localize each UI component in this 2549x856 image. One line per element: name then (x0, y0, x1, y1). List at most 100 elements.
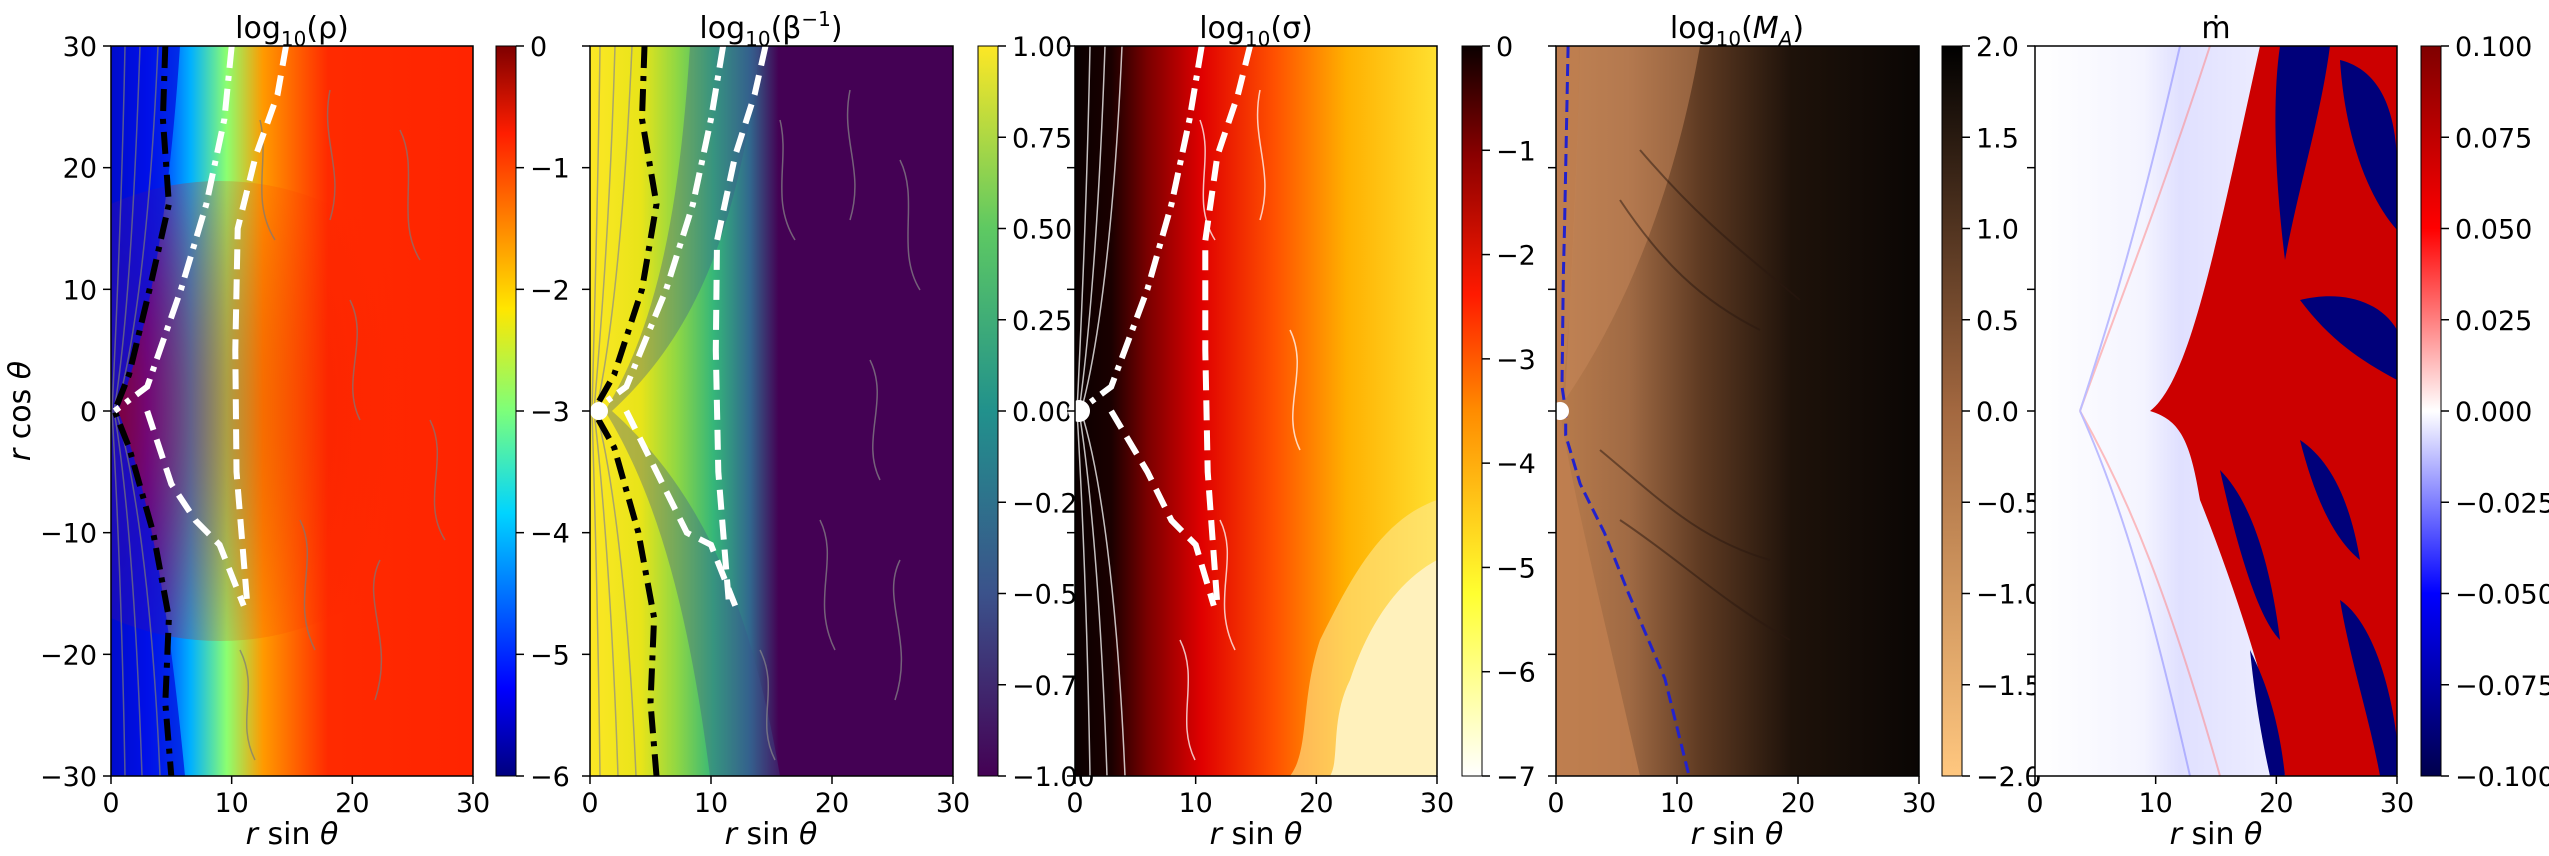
sigma-xlabel: r sin θ (1210, 817, 1303, 852)
colorbar-tick-label: −2 (530, 275, 570, 306)
x-tick-label: 0 (581, 788, 598, 819)
x-tick-label: 20 (1781, 788, 1815, 819)
x-tick-label: 20 (335, 788, 369, 819)
mdot-colorbar-ticks: 0.100 0.075 0.050 0.025 0.000 −0.025 −0.050 −0.… (2441, 32, 2549, 793)
y-tick-label: −10 (40, 519, 97, 550)
x-tick-label: 10 (2138, 788, 2172, 819)
colorbar-tick-label: −0.100 (2455, 762, 2549, 793)
colorbar-tick-label: 2.0 (1976, 32, 2019, 63)
mdot-xticks: 0 10 20 30 (2026, 776, 2414, 819)
sigma-pale-region (1290, 500, 1437, 776)
x-tick-label: 20 (815, 788, 849, 819)
density-xlabel: r sin θ (246, 817, 339, 852)
x-tick-label: 30 (456, 788, 490, 819)
mach-yticks (1548, 45, 1556, 777)
colorbar-tick-label: 0.25 (1012, 306, 1072, 337)
beta-title: log10(β−1) (699, 7, 842, 51)
panel-alfven-mach: 0 10 20 30 log10(MA) r sin θ 2.0 1.5 1.0 0.5 0.… (1547, 11, 2041, 852)
mach-title: log10(MA) (1670, 11, 1804, 51)
x-tick-label: 0 (2026, 788, 2043, 819)
colorbar-tick-label: −0.025 (2455, 488, 2549, 519)
x-tick-label: 10 (1178, 788, 1212, 819)
beta-contour-white-lower (623, 409, 738, 607)
colorbar-tick-label: 0.5 (1976, 306, 2019, 337)
mdot-blue-filaments (2220, 46, 2397, 776)
colorbar-tick-label: 0.025 (2455, 306, 2532, 337)
sigma-central-object (1068, 400, 1090, 422)
x-tick-label: 30 (2380, 788, 2414, 819)
colorbar-tick-label: 0.000 (2455, 397, 2532, 428)
colorbar-tick-label: 0.075 (2455, 123, 2532, 154)
density-contour-white-lower (144, 410, 247, 607)
x-tick-label: 30 (936, 788, 970, 819)
beta-colorbar (977, 45, 999, 777)
sigma-contour-white-dashdot (1076, 45, 1205, 414)
mdot-xlabel: r sin θ (2170, 817, 2263, 852)
colorbar-tick-label: 1.5 (1976, 123, 2019, 154)
colorbar-tick-label: 0.00 (1012, 397, 1072, 428)
mach-funnel-region (1556, 46, 1640, 776)
panel-magnetization: 0 10 20 30 log10(σ) r sin θ 0 −1 −2 −3 −4 −5 −6 −7 (1066, 11, 1535, 852)
x-tick-label: 30 (1420, 788, 1454, 819)
panel-mass-flux: 0 10 20 30 ṁ r sin θ 0.1000.0750.0500.0250.… (2026, 11, 2549, 852)
colorbar-tick-label: 1.00 (1012, 32, 1072, 63)
density-contour-white-dash (232, 45, 289, 606)
x-tick-label: 0 (1066, 788, 1083, 819)
colorbar-tick-label: −5 (1496, 553, 1536, 584)
colorbar-tick-label: −6 (1496, 658, 1536, 689)
colorbar-tick-label: −3 (1496, 345, 1536, 376)
beta-streamlines (591, 46, 921, 776)
beta-xlabel: r sin θ (725, 817, 818, 852)
colorbar-tick-label: −3 (530, 397, 570, 428)
y-tick-label: −30 (40, 762, 97, 793)
colorbar-tick-label: −1 (1496, 136, 1536, 167)
colorbar-tick-label: 0.75 (1012, 123, 1072, 154)
sigma-xticks: 0 10 20 30 (1066, 776, 1454, 819)
panel-plasma-beta: 0 10 20 30 log10(β−1) r sin θ 1.00 0.75 0.50 0… (581, 7, 1094, 852)
colorbar-tick-label: −2 (1496, 241, 1536, 272)
density-xticks: 0 10 20 30 (102, 776, 490, 819)
sigma-contour-white-dash (1202, 45, 1253, 606)
sigma-title: log10(σ) (1199, 11, 1313, 51)
sigma-yticks (1067, 45, 1075, 777)
mach-colorbar-ticks: 2.0 1.5 1.0 0.5 0.0 −0.5 −1.0 −1.5 −2.0 (1962, 32, 2042, 793)
y-tick-label: −20 (40, 640, 97, 671)
beta-xticks: 0 10 20 30 (581, 776, 970, 819)
y-tick-label: 30 (63, 32, 97, 63)
figure-ylabel: r cos θ (3, 361, 38, 461)
sigma-streamlines (1076, 46, 1301, 776)
beta-field (590, 46, 953, 776)
mdot-colorbar (2420, 45, 2442, 777)
beta-central-object (590, 402, 608, 420)
density-colorbar (495, 45, 517, 777)
density-yticks: 30 20 10 0 −10 −20 −30 (40, 32, 111, 793)
colorbar-tick-label: −2.0 (1976, 762, 2042, 793)
beta-yticks (582, 45, 590, 777)
sigma-colorbar (1461, 45, 1483, 777)
colorbar-tick-label: −1 (530, 154, 570, 185)
colorbar-tick-label: −1.0 (1976, 580, 2042, 611)
colorbar-tick-label: 0 (1496, 32, 1513, 63)
x-tick-label: 10 (1660, 788, 1694, 819)
sigma-contour-white-lower (1108, 409, 1217, 607)
density-contour-black (111, 45, 175, 777)
beta-contour-white-dash (712, 45, 769, 606)
mach-texture (1599, 149, 1801, 641)
beta-contour-white-dashdot (591, 45, 727, 414)
mdot-wind-streaks (2079, 46, 2221, 776)
colorbar-tick-label: −1.5 (1976, 671, 2042, 702)
colorbar-tick-label: 0.050 (2455, 215, 2532, 246)
mach-contour-blue (1560, 45, 1691, 777)
x-tick-label: 20 (2259, 788, 2293, 819)
colorbar-tick-label: −4 (530, 519, 570, 550)
x-tick-label: 30 (1902, 788, 1936, 819)
mdot-red-region (2150, 46, 2397, 776)
colorbar-tick-label: −0.050 (2455, 580, 2549, 611)
x-tick-label: 10 (694, 788, 728, 819)
mach-xticks: 0 10 20 30 (1547, 776, 1936, 819)
colorbar-tick-label: 0.0 (1976, 397, 2019, 428)
y-tick-label: 0 (80, 397, 97, 428)
mach-upper-lobe (1565, 46, 1700, 400)
